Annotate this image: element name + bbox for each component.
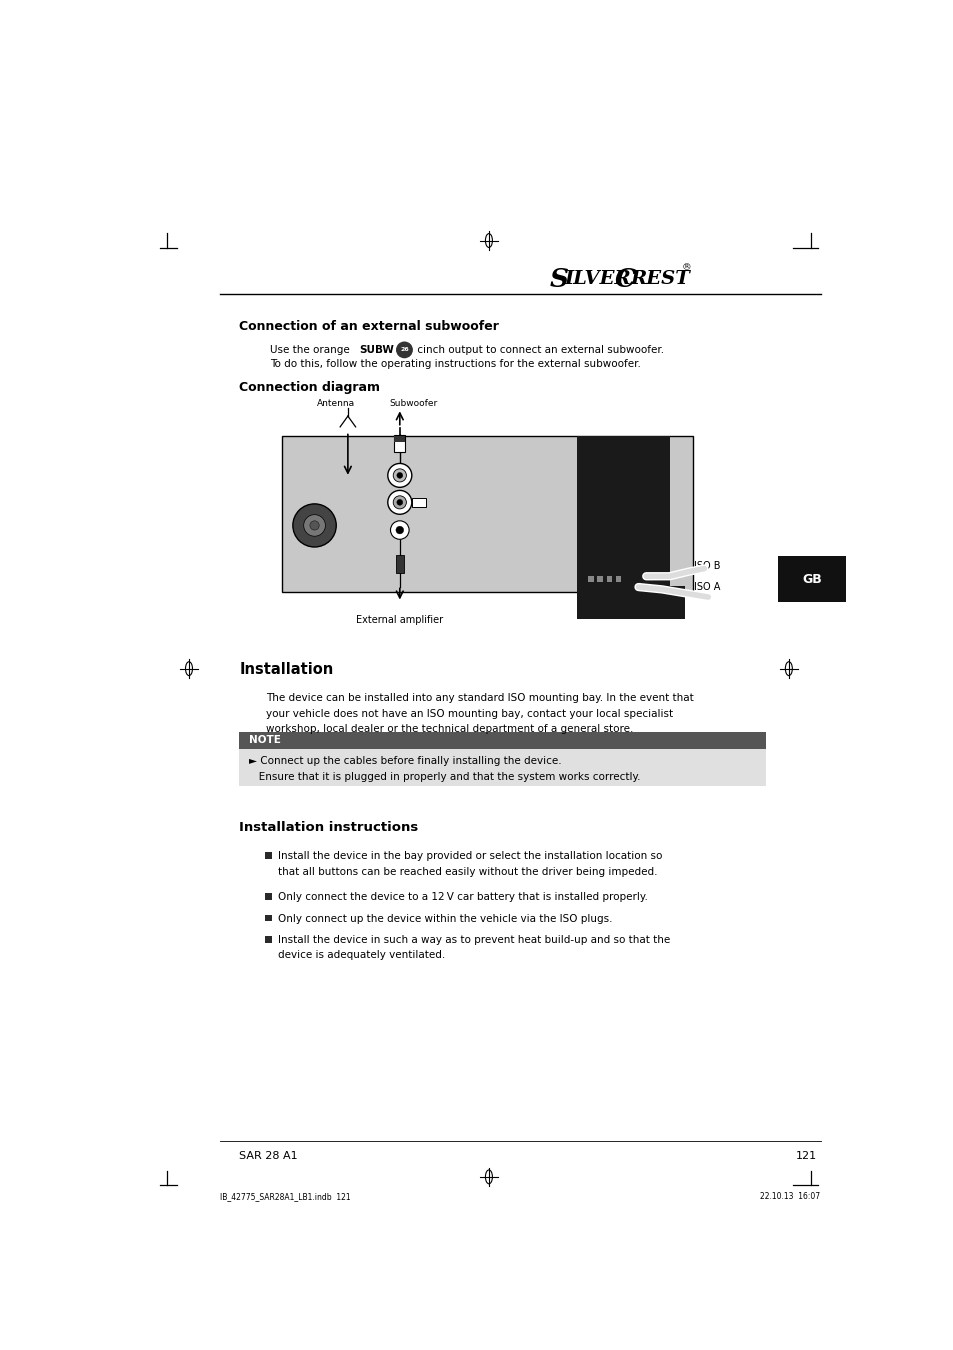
Text: ► Connect up the cables before finally installing the device.: ► Connect up the cables before finally i… bbox=[249, 756, 560, 767]
Bar bbox=[239, 732, 765, 749]
Text: Installation: Installation bbox=[239, 663, 334, 678]
Bar bbox=[395, 555, 404, 574]
Circle shape bbox=[396, 500, 402, 505]
Bar bbox=[239, 749, 765, 786]
Text: Installation instructions: Installation instructions bbox=[239, 821, 418, 834]
Bar bbox=[282, 436, 692, 591]
Bar bbox=[265, 852, 272, 859]
Text: Subwoofer: Subwoofer bbox=[389, 400, 437, 408]
Circle shape bbox=[395, 526, 403, 533]
Circle shape bbox=[396, 472, 402, 478]
Circle shape bbox=[393, 468, 406, 482]
Bar bbox=[576, 436, 669, 587]
Text: device is adequately ventilated.: device is adequately ventilated. bbox=[278, 950, 445, 960]
Text: your vehicle does not have an ISO mounting bay, contact your local specialist: your vehicle does not have an ISO mounti… bbox=[266, 709, 673, 718]
Circle shape bbox=[293, 504, 335, 547]
Text: Use the orange: Use the orange bbox=[270, 346, 353, 355]
Text: 22.10.13  16:07: 22.10.13 16:07 bbox=[760, 1192, 820, 1202]
Text: NOTE: NOTE bbox=[249, 736, 280, 745]
Text: IB_42775_SAR28A1_LB1.indb  121: IB_42775_SAR28A1_LB1.indb 121 bbox=[220, 1192, 351, 1202]
Text: External amplifier: External amplifier bbox=[355, 614, 443, 625]
Bar bbox=[606, 576, 612, 582]
Bar bbox=[265, 937, 272, 942]
Circle shape bbox=[390, 521, 409, 539]
Bar bbox=[412, 498, 425, 506]
Text: Only connect the device to a 12 V car battery that is installed properly.: Only connect the device to a 12 V car ba… bbox=[278, 892, 647, 902]
Text: 121: 121 bbox=[795, 1152, 816, 1161]
Text: To do this, follow the operating instructions for the external subwoofer.: To do this, follow the operating instruc… bbox=[270, 359, 640, 369]
Bar bbox=[597, 576, 602, 582]
Bar bbox=[576, 586, 684, 618]
Text: The device can be installed into any standard ISO mounting bay. In the event tha: The device can be installed into any sta… bbox=[266, 694, 694, 703]
Text: ®: ® bbox=[681, 263, 691, 271]
Text: SAR 28 A1: SAR 28 A1 bbox=[239, 1152, 297, 1161]
Bar bbox=[587, 576, 593, 582]
Text: Only connect up the device within the vehicle via the ISO plugs.: Only connect up the device within the ve… bbox=[278, 914, 612, 923]
Text: ILVER: ILVER bbox=[563, 270, 630, 288]
Circle shape bbox=[393, 495, 406, 509]
Text: C: C bbox=[615, 266, 636, 292]
Text: ISO A: ISO A bbox=[694, 582, 720, 593]
Circle shape bbox=[310, 521, 319, 531]
Text: Antenna: Antenna bbox=[316, 400, 355, 408]
Bar bbox=[265, 915, 272, 922]
Bar bbox=[394, 436, 405, 443]
Text: workshop, local dealer or the technical department of a general store.: workshop, local dealer or the technical … bbox=[266, 724, 633, 734]
Circle shape bbox=[387, 490, 412, 514]
Text: that all buttons can be reached easily without the driver being impeded.: that all buttons can be reached easily w… bbox=[278, 867, 657, 876]
Bar bbox=[394, 435, 405, 451]
Text: 26: 26 bbox=[399, 347, 409, 352]
Bar bbox=[778, 556, 845, 602]
Circle shape bbox=[303, 514, 325, 536]
Text: Install the device in such a way as to prevent heat build-up and so that the: Install the device in such a way as to p… bbox=[278, 936, 670, 945]
Text: REST: REST bbox=[630, 270, 690, 288]
Bar bbox=[265, 894, 272, 900]
Text: SUBW: SUBW bbox=[359, 346, 394, 355]
Text: GB: GB bbox=[801, 572, 821, 586]
Text: ISO B: ISO B bbox=[694, 562, 720, 571]
Text: Connection diagram: Connection diagram bbox=[239, 381, 380, 394]
Bar bbox=[616, 576, 620, 582]
Circle shape bbox=[396, 342, 412, 358]
Text: Ensure that it is plugged in properly and that the system works correctly.: Ensure that it is plugged in properly an… bbox=[249, 772, 639, 782]
Circle shape bbox=[387, 463, 412, 487]
Text: cinch output to connect an external subwoofer.: cinch output to connect an external subw… bbox=[414, 346, 663, 355]
Text: Connection of an external subwoofer: Connection of an external subwoofer bbox=[239, 320, 498, 333]
Text: S: S bbox=[549, 266, 568, 292]
Text: Install the device in the bay provided or select the installation location so: Install the device in the bay provided o… bbox=[278, 850, 661, 861]
